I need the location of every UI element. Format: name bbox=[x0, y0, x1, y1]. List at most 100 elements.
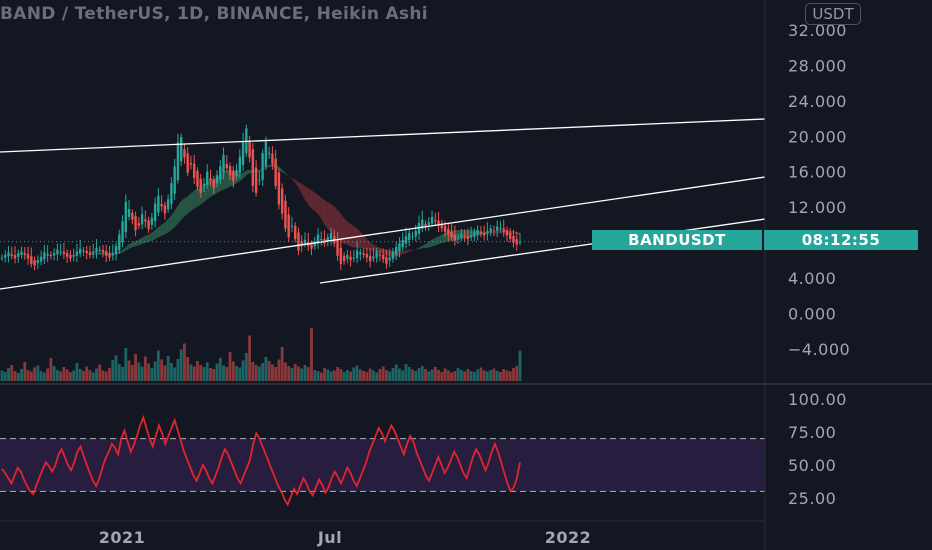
candle-body bbox=[440, 223, 444, 229]
volume-bar bbox=[88, 370, 92, 381]
ma-ribbon-segment bbox=[318, 194, 322, 219]
ma-ribbon-segment bbox=[321, 197, 325, 225]
candle-body bbox=[254, 167, 258, 193]
ma-ribbon-segment bbox=[246, 169, 250, 176]
ma-ribbon-segment bbox=[132, 240, 136, 248]
volume-bar bbox=[479, 367, 483, 381]
volume-bar bbox=[508, 371, 512, 381]
candle-body bbox=[199, 178, 202, 193]
ma-ribbon-segment bbox=[379, 247, 384, 254]
volume-bar bbox=[486, 371, 489, 381]
volume-bar bbox=[284, 362, 287, 381]
candle-body bbox=[238, 156, 242, 173]
ma-ribbon-segment bbox=[399, 250, 403, 256]
candle-body bbox=[215, 175, 219, 184]
candle-body bbox=[391, 251, 395, 260]
ma-ribbon-segment bbox=[295, 179, 299, 188]
chart-title: BAND / TetherUS, 1D, BINANCE, Heikin Ash… bbox=[0, 4, 428, 24]
candle-body bbox=[320, 239, 323, 241]
candle-body bbox=[404, 236, 408, 244]
volume-bar bbox=[264, 357, 268, 381]
candle-body bbox=[160, 204, 163, 207]
price-tick-label: 0.000 bbox=[788, 304, 836, 323]
ma-ribbon-segment bbox=[119, 249, 123, 254]
trendline[interactable] bbox=[0, 118, 766, 153]
volume-bar bbox=[244, 353, 248, 381]
rsi-tick-label: 25.00 bbox=[788, 489, 836, 508]
volume-bar bbox=[42, 372, 46, 381]
volume-bar bbox=[489, 370, 493, 381]
candle-body bbox=[147, 220, 150, 230]
volume-bar bbox=[427, 371, 431, 381]
candle-body bbox=[411, 236, 414, 238]
candle-body bbox=[287, 214, 290, 238]
candle-body bbox=[316, 234, 320, 245]
volume-bar bbox=[20, 369, 23, 381]
candle-body bbox=[20, 251, 23, 255]
candle-body bbox=[228, 166, 232, 176]
candle-body bbox=[248, 140, 251, 158]
volume-bar bbox=[297, 366, 300, 381]
ma-ribbon-segment bbox=[327, 202, 332, 234]
ma-ribbon-segment bbox=[386, 249, 390, 257]
candle-body bbox=[492, 230, 496, 232]
ma-ribbon-segment bbox=[415, 247, 420, 250]
candle-body bbox=[258, 179, 261, 181]
candle-body bbox=[482, 232, 486, 236]
ma-ribbon-segment bbox=[155, 227, 159, 240]
candle-body bbox=[408, 232, 411, 240]
ma-ribbon-segment bbox=[428, 239, 433, 248]
candle-body bbox=[134, 216, 137, 231]
volume-bar bbox=[78, 369, 82, 381]
ma-ribbon-segment bbox=[161, 222, 165, 236]
rsi-axis[interactable]: 100.00 75.00 50.00 25.00 bbox=[788, 390, 847, 508]
volume-bar bbox=[469, 371, 473, 381]
volume-bar bbox=[222, 365, 225, 381]
volume-bar bbox=[499, 372, 502, 381]
volume-bar bbox=[352, 367, 356, 381]
price-axis[interactable]: 32.000 28.000 24.000 20.000 16.000 12.000 4.00… bbox=[788, 21, 850, 359]
ma-ribbon-segment bbox=[402, 250, 406, 255]
volume-bar bbox=[7, 368, 10, 381]
candle-body bbox=[163, 205, 167, 214]
ma-ribbon-segment bbox=[370, 242, 374, 251]
candle-body bbox=[59, 251, 62, 253]
trendlines[interactable] bbox=[0, 118, 766, 290]
candle-body bbox=[196, 170, 199, 187]
candle-body bbox=[7, 252, 10, 257]
volume-bar bbox=[95, 368, 98, 381]
volume-bar bbox=[433, 367, 437, 381]
volume-bar bbox=[453, 371, 457, 381]
volume-bar bbox=[316, 371, 320, 381]
candle-body bbox=[349, 256, 352, 261]
candle-body bbox=[0, 257, 4, 259]
volume-bar bbox=[505, 370, 509, 381]
volume-bar bbox=[248, 335, 251, 381]
candle-body bbox=[290, 225, 294, 227]
time-axis[interactable]: 2021 Jul 2022 bbox=[99, 528, 592, 547]
volume-bar bbox=[401, 370, 405, 381]
candle-body bbox=[479, 232, 483, 234]
currency-button[interactable]: USDT bbox=[805, 3, 861, 25]
volume-bar bbox=[111, 360, 115, 381]
price-tick-label: 4.000 bbox=[788, 269, 836, 288]
volume-bar bbox=[72, 370, 76, 381]
candle-body bbox=[300, 241, 303, 247]
volume-bar bbox=[502, 369, 506, 381]
candle-body bbox=[26, 254, 30, 259]
price-tick-label: 16.000 bbox=[788, 163, 847, 182]
trendline[interactable] bbox=[0, 176, 766, 290]
candle-body bbox=[385, 257, 388, 264]
candle-body bbox=[251, 149, 255, 186]
candle-body bbox=[395, 247, 398, 256]
ma-ribbon-segment bbox=[344, 218, 348, 245]
volume-bar bbox=[417, 368, 421, 381]
ma-ribbon-segment bbox=[93, 253, 97, 256]
candle-body bbox=[17, 253, 20, 257]
trendline[interactable] bbox=[319, 218, 766, 284]
volume-bar bbox=[212, 369, 216, 381]
ma-ribbon-segment bbox=[187, 193, 191, 214]
volume-bar bbox=[183, 343, 186, 381]
